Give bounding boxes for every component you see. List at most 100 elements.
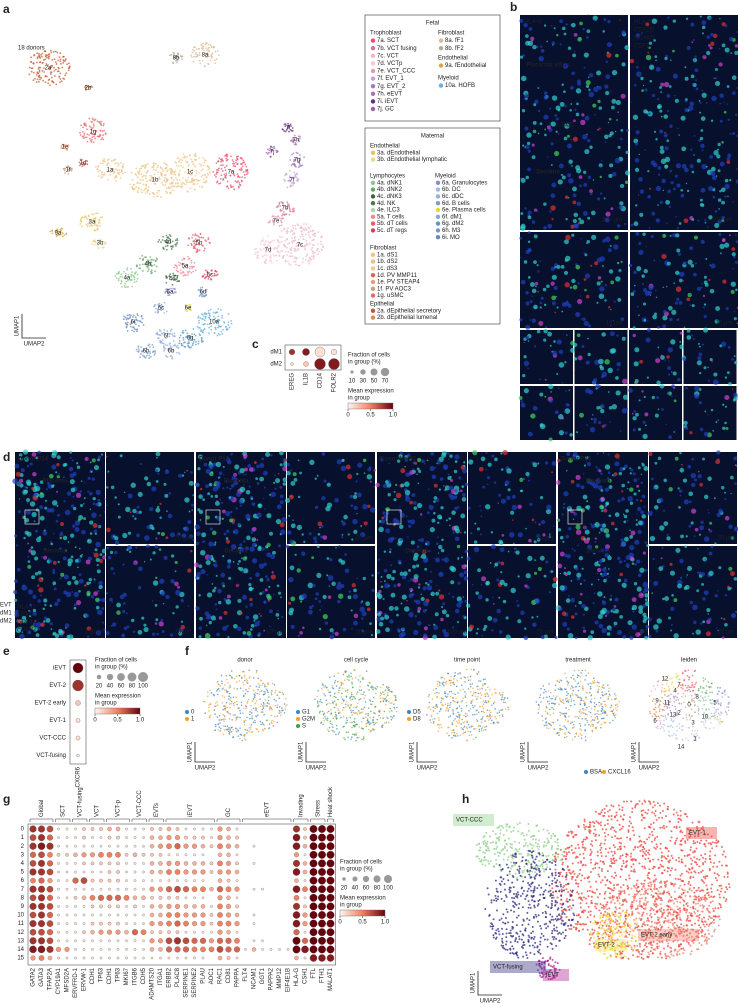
stain-spot [165, 470, 169, 474]
stain-spot [699, 100, 701, 102]
stain-spot [528, 150, 531, 153]
stain-spot [541, 297, 544, 300]
stain-spot [579, 556, 583, 560]
stain-spot [223, 474, 224, 475]
cell-point [220, 178, 222, 180]
stain-spot [138, 630, 143, 635]
stain-spot [539, 393, 543, 397]
stain-spot [663, 25, 667, 29]
stain-spot [150, 558, 152, 560]
legend-label: 8a. fF1 [445, 38, 464, 44]
stain-spot [348, 533, 350, 535]
legend-section: Fetal [426, 21, 439, 27]
cluster-label: 7f [289, 178, 294, 184]
cell-point [93, 123, 95, 125]
cell-point [204, 273, 206, 275]
cell-point [169, 183, 171, 185]
cell-point [121, 280, 123, 282]
cluster-label: 4a [124, 276, 131, 282]
cell-point [195, 269, 197, 271]
cell-point [310, 226, 312, 228]
stain-spot [692, 83, 694, 85]
stain-spot [321, 525, 324, 528]
stain-spot [571, 165, 573, 167]
cell-point [51, 81, 53, 83]
stain-spot [693, 273, 697, 277]
stain-spot [596, 466, 598, 468]
cell-point [224, 167, 226, 169]
cell-point [59, 60, 61, 62]
stain-spot [63, 536, 67, 540]
stain-spot [569, 164, 570, 165]
cell-point [186, 182, 188, 184]
stain-spot [106, 504, 108, 506]
stain-spot [93, 523, 98, 528]
stain-spot [27, 465, 30, 468]
stain-spot [221, 502, 223, 504]
cell-point [310, 230, 312, 232]
cell-point [279, 202, 281, 204]
stain-spot [123, 602, 126, 605]
stain-spot [565, 256, 570, 261]
gene-label: EREG [290, 373, 296, 390]
stain-spot [730, 52, 732, 54]
stain-spot [723, 102, 724, 103]
stain-spot [530, 300, 533, 303]
stain-spot [566, 470, 567, 471]
stain-spot [53, 533, 54, 534]
stain-spot [574, 357, 577, 360]
stain-spot [734, 361, 737, 364]
stain-spot [530, 413, 535, 418]
cell-point [178, 185, 180, 187]
cell-point [199, 237, 201, 239]
stain-spot [263, 630, 265, 632]
stain-spot [97, 569, 101, 573]
cell-point [101, 174, 103, 176]
stain-spot [689, 431, 692, 434]
stain-spot [70, 635, 71, 636]
cell-point [294, 173, 296, 175]
donor-label: Donor P14 [18, 457, 49, 463]
stain-spot [705, 258, 707, 260]
cell-point [303, 223, 305, 225]
legend-swatch [436, 208, 440, 212]
stain-spot [618, 146, 621, 149]
stain-spot [619, 36, 620, 37]
cell-point [54, 75, 56, 77]
stain-spot [439, 489, 440, 490]
stain-spot [222, 518, 224, 520]
cell-point [33, 63, 35, 65]
stain-spot [226, 530, 229, 533]
stain-spot [334, 498, 339, 503]
stain-spot [129, 551, 131, 553]
stain-spot [573, 219, 577, 223]
stain-spot [512, 495, 516, 499]
stain-spot [472, 450, 477, 455]
legend-label: 10a. HOFB [445, 83, 475, 89]
stain-spot [633, 548, 634, 549]
stain-spot [86, 591, 90, 595]
stain-spot [214, 561, 216, 563]
cell-point [61, 67, 63, 69]
cell-point [145, 192, 147, 194]
stain-spot [561, 311, 563, 313]
stain-spot [199, 617, 203, 621]
stain-spot [210, 527, 213, 530]
stain-spot [572, 548, 574, 550]
stain-spot [186, 470, 188, 472]
cell-point [126, 269, 128, 271]
stain-spot [28, 589, 33, 594]
cell-point [118, 280, 120, 282]
stain-spot [494, 566, 495, 567]
stain-spot [159, 516, 161, 518]
stain-spot [463, 461, 465, 463]
cell-point [32, 67, 34, 69]
cell-point [68, 62, 70, 64]
cell-point [38, 68, 40, 70]
stain-spot [592, 414, 593, 415]
cell-point [92, 127, 94, 129]
stain-spot [632, 416, 636, 420]
cell-point [309, 236, 311, 238]
cell-point [50, 50, 52, 52]
stain-spot [517, 505, 521, 509]
